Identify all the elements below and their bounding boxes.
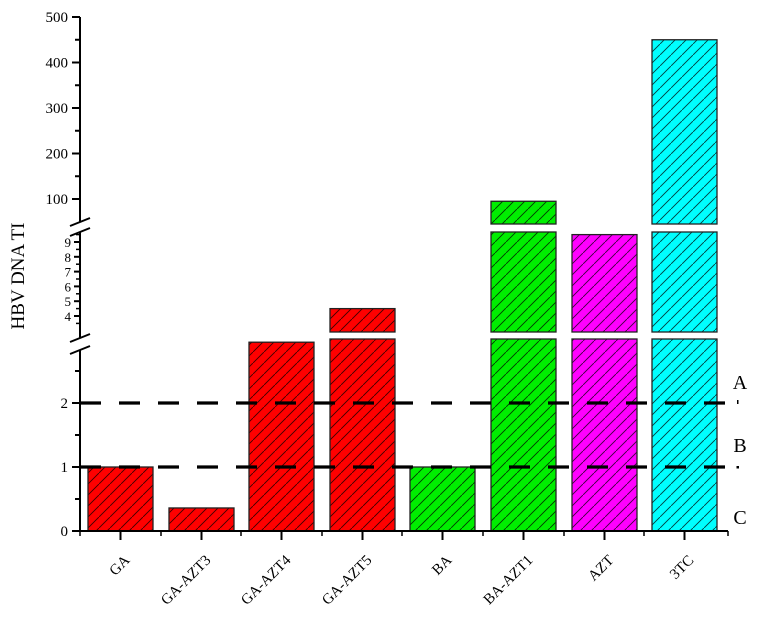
- axis-break-icon: [69, 345, 91, 355]
- y-tick-label: 4: [65, 309, 72, 324]
- bar-hatch: [329, 307, 396, 333]
- bar-hatch: [409, 466, 476, 532]
- x-category-label: GA-AZT5: [319, 553, 375, 609]
- y-tick-label: 400: [46, 56, 69, 72]
- y-tick-label: 2: [61, 396, 69, 412]
- x-category-label: BA: [429, 552, 455, 578]
- y-tick-label: 500: [46, 10, 69, 26]
- bar-hatch: [87, 466, 154, 532]
- bar-hatch: [329, 338, 396, 532]
- bar-hatch: [571, 338, 638, 532]
- y-tick-label: 9: [65, 235, 72, 250]
- axes: [69, 16, 729, 540]
- bar-azt: [571, 233, 638, 532]
- bar-hatch: [651, 39, 718, 225]
- bar-hatch: [490, 338, 557, 532]
- y-tick-label: 6: [65, 279, 72, 294]
- bar-ba: [409, 466, 476, 532]
- axis-break-icon: [69, 217, 91, 227]
- axis-break-icon: [69, 333, 91, 343]
- bar-ga-azt4: [248, 341, 315, 532]
- bars-layer: [87, 39, 718, 532]
- y-tick-label: 7: [65, 265, 72, 280]
- bar-hatch: [571, 233, 638, 333]
- x-category-label: GA-AZT4: [238, 552, 294, 608]
- x-category-label: 3TC: [667, 553, 697, 583]
- bar-hatch: [490, 200, 557, 225]
- y-tick-label: 1: [61, 460, 69, 476]
- zone-label-c: C: [733, 507, 746, 529]
- bar-ba-azt1: [490, 200, 557, 532]
- axis-break-icon: [69, 227, 91, 237]
- bar-hatch: [651, 231, 718, 333]
- y-tick-label: 0: [61, 524, 69, 540]
- zone-label-b: B: [733, 435, 746, 457]
- bar-hatch: [168, 507, 235, 532]
- zone-label-a: A: [733, 372, 748, 394]
- bar-ga-azt3: [168, 507, 235, 532]
- x-category-label: GA-AZT3: [158, 553, 214, 609]
- y-tick-label: 200: [46, 147, 69, 163]
- bar-3tc: [651, 39, 718, 532]
- bar-ga-azt5: [329, 307, 396, 532]
- y-tick-label: 100: [46, 192, 69, 208]
- y-axis-title: HBV DNA TI: [8, 223, 29, 330]
- bar-ga: [87, 466, 154, 532]
- x-category-label: BA-AZT1: [481, 553, 537, 609]
- y-tick-label: 8: [65, 250, 72, 265]
- bar-hatch: [490, 231, 557, 333]
- x-category-label: AZT: [585, 553, 617, 585]
- y-tick-label: 300: [46, 101, 69, 117]
- reference-lines: [80, 401, 740, 469]
- x-category-label: GA: [107, 552, 134, 579]
- bar-hatch: [248, 341, 315, 532]
- bar-hatch: [651, 338, 718, 532]
- y-tick-label: 5: [65, 294, 72, 309]
